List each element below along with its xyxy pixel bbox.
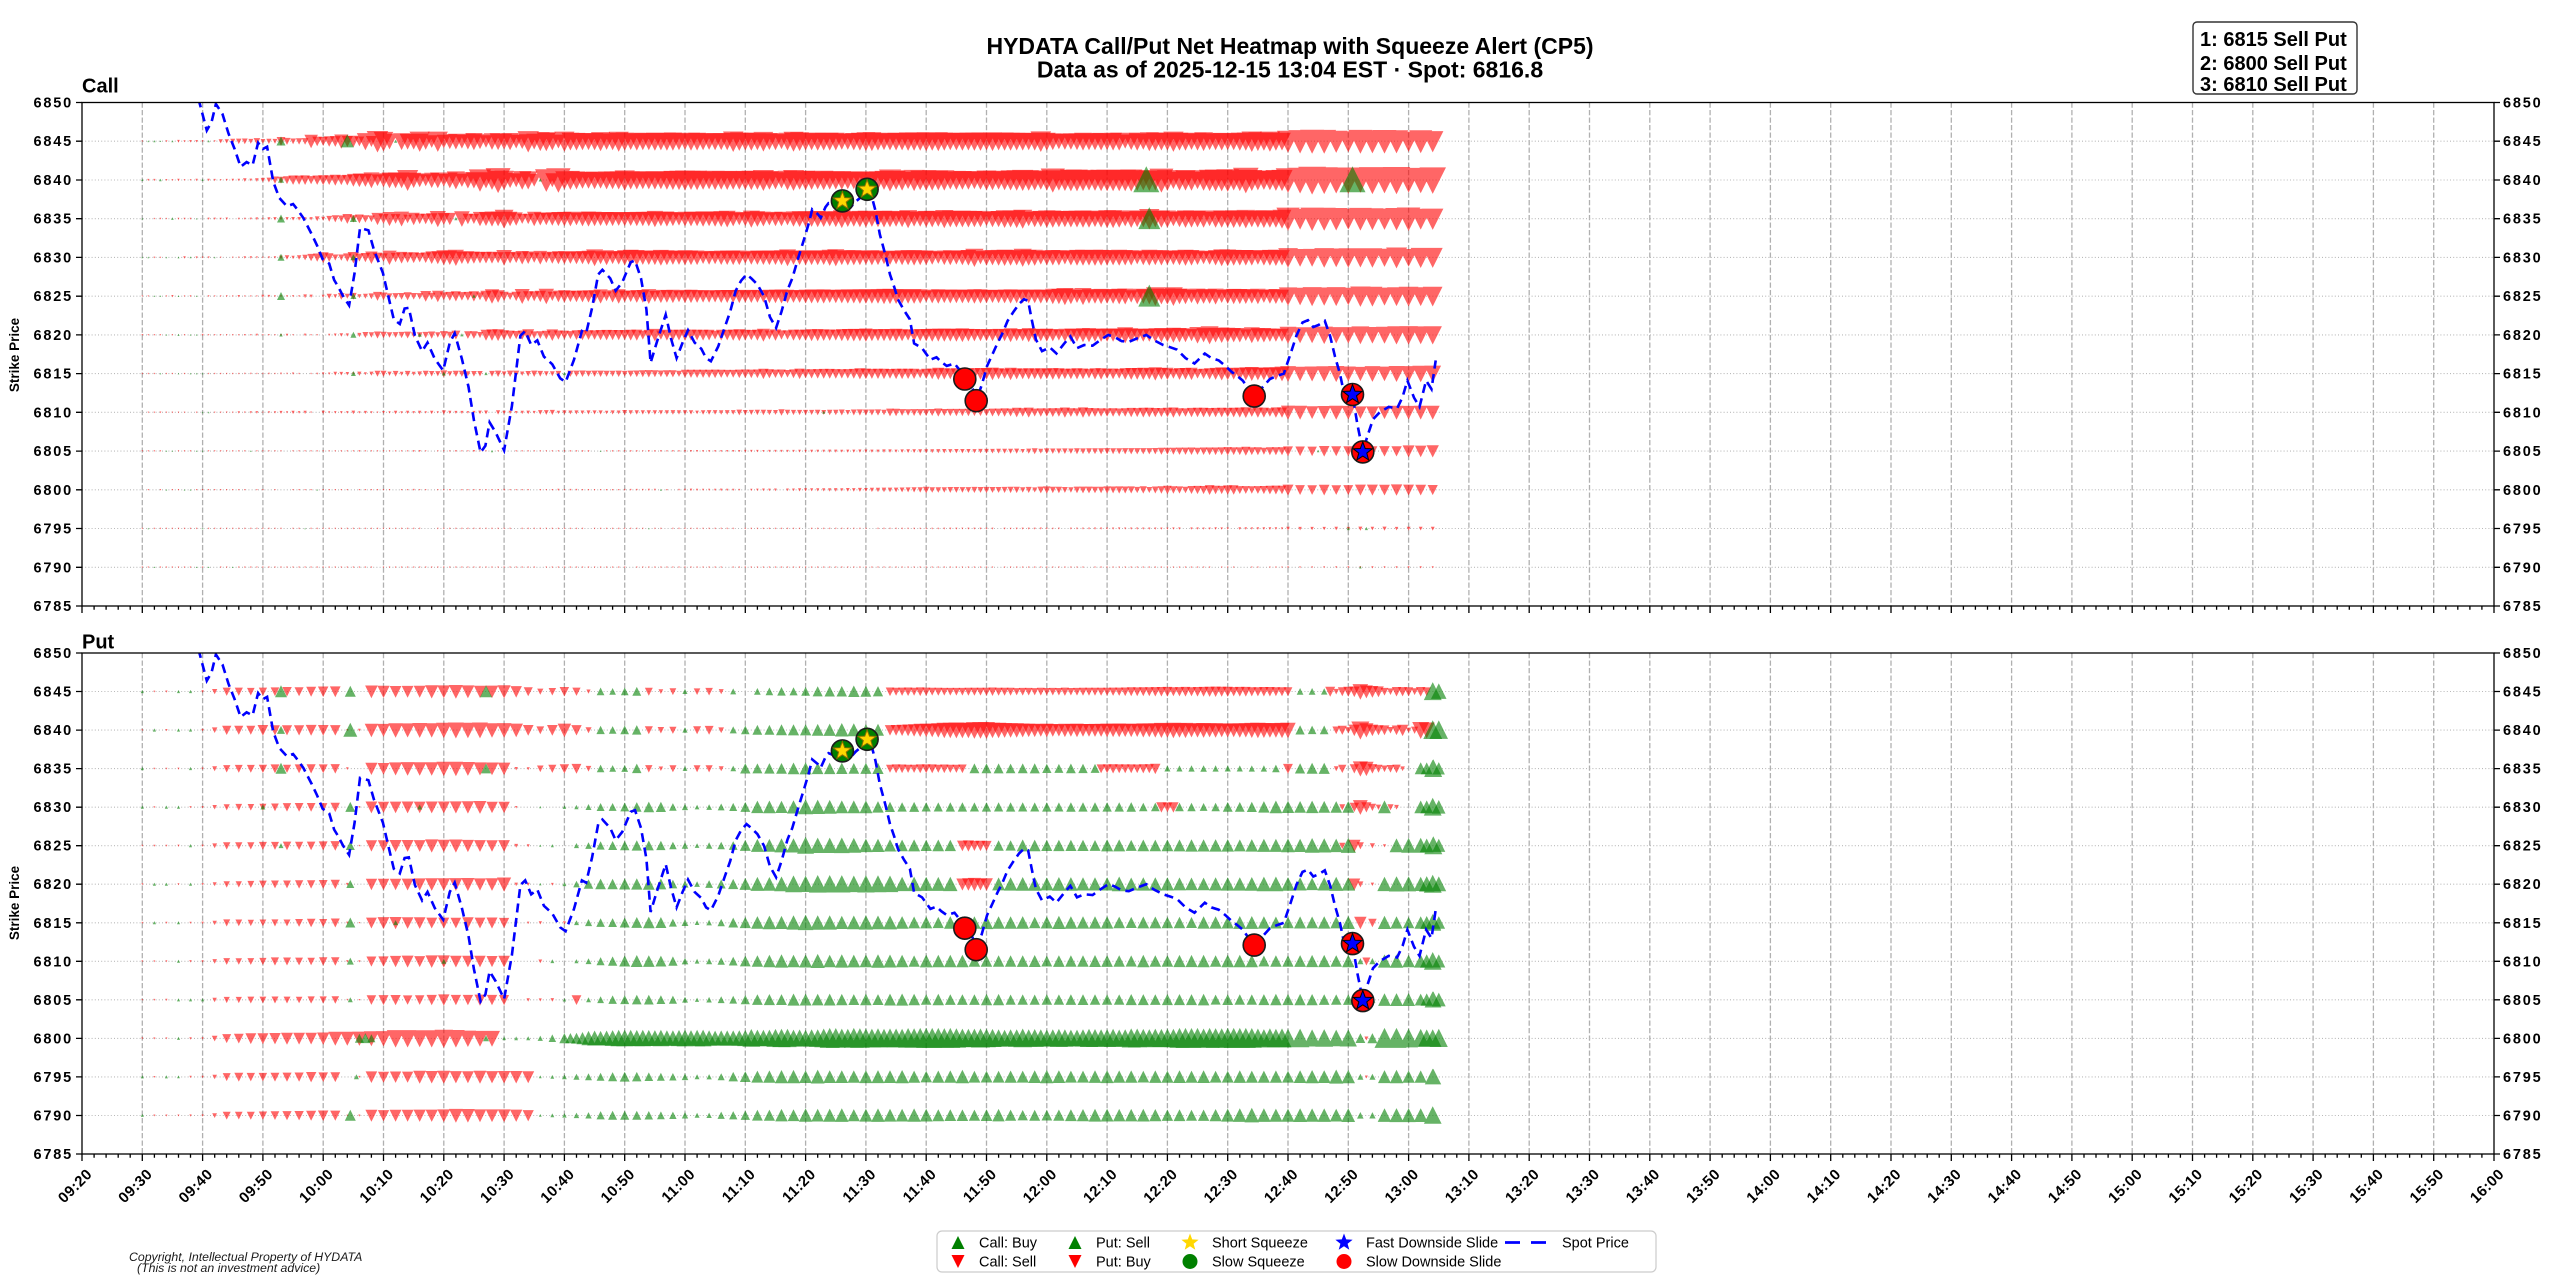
- svg-text:6835: 6835: [34, 762, 73, 778]
- svg-text:6805: 6805: [34, 444, 73, 460]
- svg-text:6835: 6835: [34, 212, 73, 228]
- svg-text:6825: 6825: [2503, 839, 2542, 855]
- svg-text:6845: 6845: [34, 134, 73, 150]
- svg-text:Put: Put: [82, 632, 115, 654]
- svg-text:Fast Downside Slide: Fast Downside Slide: [1366, 1236, 1498, 1252]
- svg-text:6785: 6785: [2503, 1147, 2542, 1163]
- svg-text:6810: 6810: [34, 405, 73, 421]
- svg-text:6810: 6810: [34, 954, 73, 970]
- svg-text:6820: 6820: [2503, 877, 2542, 893]
- svg-text:Put: Buy: Put: Buy: [1096, 1255, 1152, 1271]
- svg-text:HYDATA Call/Put Net Heatmap wi: HYDATA Call/Put Net Heatmap with Squeeze…: [986, 33, 1593, 59]
- svg-text:6800: 6800: [34, 483, 73, 499]
- svg-text:Put: Sell: Put: Sell: [1096, 1236, 1150, 1252]
- svg-text:6795: 6795: [2503, 522, 2542, 538]
- svg-text:6815: 6815: [2503, 916, 2542, 932]
- svg-text:1: 6815 Sell Put: 1: 6815 Sell Put: [2200, 29, 2347, 51]
- svg-text:6820: 6820: [2503, 328, 2542, 344]
- svg-text:6840: 6840: [2503, 723, 2542, 739]
- svg-text:6800: 6800: [34, 1031, 73, 1047]
- svg-text:Data as of 2025-12-15 13:04 ES: Data as of 2025-12-15 13:04 EST · Spot: …: [1037, 57, 1543, 83]
- svg-text:6810: 6810: [2503, 405, 2542, 421]
- svg-text:6840: 6840: [34, 723, 73, 739]
- svg-text:6845: 6845: [2503, 685, 2542, 701]
- svg-text:6830: 6830: [34, 250, 73, 266]
- svg-text:Short Squeeze: Short Squeeze: [1212, 1236, 1308, 1252]
- svg-text:6850: 6850: [2503, 96, 2542, 112]
- svg-text:3: 6810 Sell Put: 3: 6810 Sell Put: [2200, 74, 2347, 96]
- svg-text:6805: 6805: [34, 993, 73, 1009]
- svg-text:6805: 6805: [2503, 444, 2542, 460]
- svg-text:6795: 6795: [2503, 1070, 2542, 1086]
- svg-text:Slow Squeeze: Slow Squeeze: [1212, 1255, 1305, 1271]
- svg-text:6785: 6785: [2503, 599, 2542, 615]
- svg-text:Slow Downside Slide: Slow Downside Slide: [1366, 1255, 1501, 1271]
- svg-text:Call: Call: [82, 76, 119, 98]
- svg-text:Call: Buy: Call: Buy: [979, 1236, 1038, 1252]
- svg-text:6830: 6830: [2503, 250, 2542, 266]
- svg-text:Copyright, Intellectual Proper: Copyright, Intellectual Property of HYDA…: [129, 1250, 362, 1264]
- svg-text:6795: 6795: [34, 522, 73, 538]
- svg-text:6850: 6850: [34, 96, 73, 112]
- svg-text:6800: 6800: [2503, 483, 2542, 499]
- svg-text:2: 6800 Sell Put: 2: 6800 Sell Put: [2200, 53, 2347, 75]
- svg-text:6830: 6830: [34, 800, 73, 816]
- svg-text:6835: 6835: [2503, 762, 2542, 778]
- svg-text:6840: 6840: [2503, 173, 2542, 189]
- svg-text:6850: 6850: [34, 646, 73, 662]
- svg-text:6840: 6840: [34, 173, 73, 189]
- svg-text:6835: 6835: [2503, 212, 2542, 228]
- svg-text:6845: 6845: [34, 685, 73, 701]
- svg-text:6805: 6805: [2503, 993, 2542, 1009]
- svg-text:Call: Sell: Call: Sell: [979, 1255, 1036, 1271]
- svg-text:6825: 6825: [34, 839, 73, 855]
- svg-text:Strike Price: Strike Price: [7, 317, 22, 392]
- svg-text:6825: 6825: [34, 289, 73, 305]
- svg-text:Strike Price: Strike Price: [7, 865, 22, 940]
- svg-text:6790: 6790: [34, 560, 73, 576]
- svg-text:6825: 6825: [2503, 289, 2542, 305]
- svg-text:6785: 6785: [34, 1147, 73, 1163]
- svg-text:6810: 6810: [2503, 954, 2542, 970]
- svg-text:6790: 6790: [2503, 560, 2542, 576]
- svg-text:6790: 6790: [2503, 1109, 2542, 1125]
- svg-text:6815: 6815: [34, 916, 73, 932]
- svg-text:6795: 6795: [34, 1070, 73, 1086]
- svg-text:6815: 6815: [34, 367, 73, 383]
- svg-text:6850: 6850: [2503, 646, 2542, 662]
- svg-text:6800: 6800: [2503, 1031, 2542, 1047]
- svg-text:6830: 6830: [2503, 800, 2542, 816]
- svg-text:6820: 6820: [34, 328, 73, 344]
- svg-text:6820: 6820: [34, 877, 73, 893]
- svg-text:6845: 6845: [2503, 134, 2542, 150]
- svg-text:6790: 6790: [34, 1109, 73, 1125]
- svg-text:6815: 6815: [2503, 367, 2542, 383]
- svg-text:Spot Price: Spot Price: [1562, 1236, 1629, 1252]
- svg-text:6785: 6785: [34, 599, 73, 615]
- svg-text:(This is not an investment adv: (This is not an investment advice): [137, 1261, 320, 1275]
